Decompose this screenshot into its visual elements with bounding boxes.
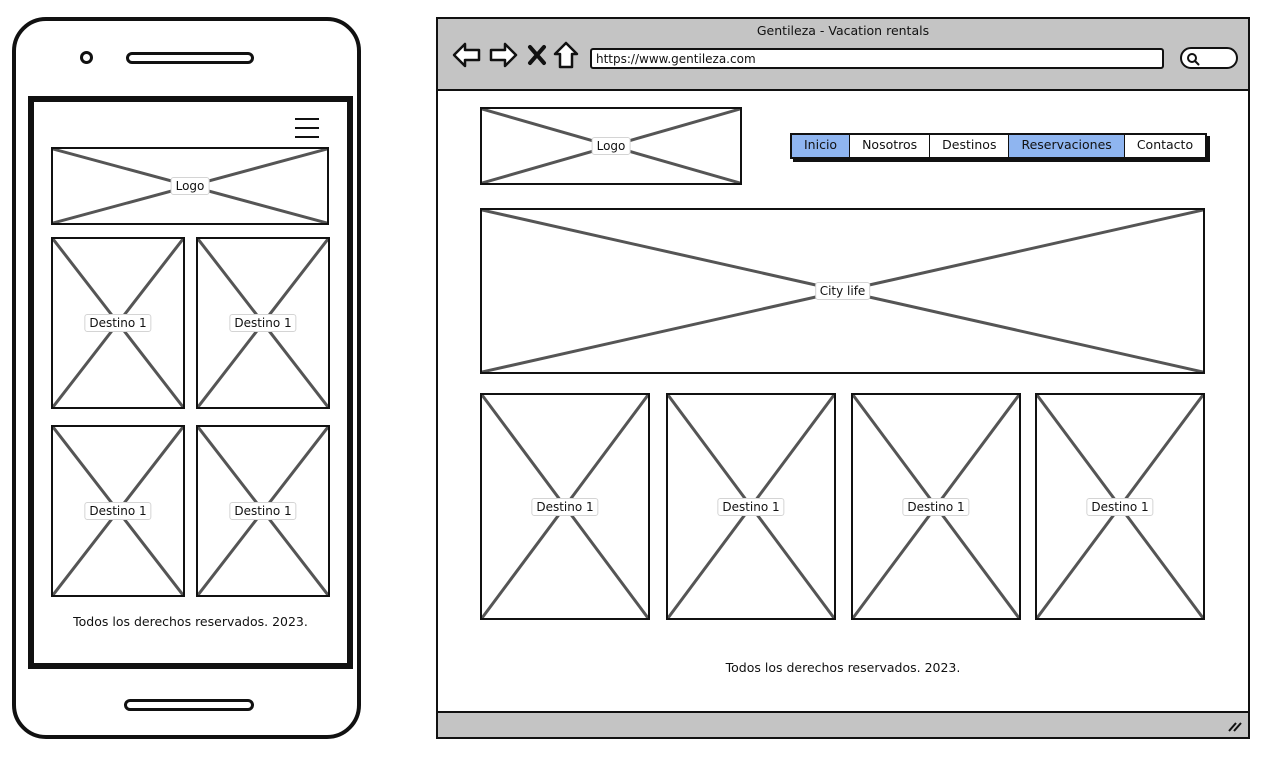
phone-camera bbox=[80, 51, 93, 64]
web-footer: Todos los derechos reservados. 2023. bbox=[725, 660, 961, 675]
url-field[interactable]: https://www.gentileza.com bbox=[590, 48, 1164, 69]
home-icon[interactable] bbox=[552, 40, 580, 70]
web-destination-card[interactable]: Destino 1 bbox=[480, 393, 650, 620]
nav-tab-contacto[interactable]: Contacto bbox=[1124, 135, 1206, 157]
forward-arrow-icon[interactable] bbox=[488, 41, 518, 69]
mobile-logo-label: Logo bbox=[170, 177, 210, 195]
web-destination-label: Destino 1 bbox=[1086, 497, 1154, 516]
mobile-destination-card[interactable]: Destino 1 bbox=[196, 237, 330, 409]
stop-icon[interactable] bbox=[526, 43, 548, 67]
mobile-screen: Logo Destino 1 Destino 1 Destino 1 Desti… bbox=[28, 96, 353, 669]
browser-toolbar: Gentileza - Vacation rentals https://www… bbox=[438, 19, 1248, 91]
mobile-destination-card[interactable]: Destino 1 bbox=[196, 425, 330, 597]
web-logo-label: Logo bbox=[591, 137, 631, 155]
web-destination-card[interactable]: Destino 1 bbox=[666, 393, 836, 620]
browser-title: Gentileza - Vacation rentals bbox=[756, 23, 930, 38]
hero-label: City life bbox=[814, 282, 871, 300]
mobile-destination-card[interactable]: Destino 1 bbox=[51, 237, 185, 409]
resize-grip-icon[interactable] bbox=[1226, 719, 1242, 733]
main-navigation: Inicio Nosotros Destinos Reservaciones C… bbox=[790, 133, 1208, 159]
desktop-wireframe: Gentileza - Vacation rentals https://www… bbox=[436, 17, 1250, 739]
browser-search-button[interactable] bbox=[1180, 47, 1238, 69]
mobile-wireframe: Logo Destino 1 Destino 1 Destino 1 Desti… bbox=[12, 17, 361, 739]
phone-speaker bbox=[126, 52, 254, 64]
mobile-footer: Todos los derechos reservados. 2023. bbox=[73, 614, 308, 629]
web-destination-label: Destino 1 bbox=[902, 497, 970, 516]
web-destination-label: Destino 1 bbox=[717, 497, 785, 516]
nav-tab-nosotros[interactable]: Nosotros bbox=[850, 135, 931, 157]
mobile-destination-label: Destino 1 bbox=[84, 502, 152, 520]
mobile-destination-label: Destino 1 bbox=[229, 314, 297, 332]
phone-home-button[interactable] bbox=[124, 699, 254, 711]
hamburger-menu-icon[interactable] bbox=[295, 118, 319, 138]
web-destination-card[interactable]: Destino 1 bbox=[1035, 393, 1205, 620]
browser-status-bar bbox=[438, 711, 1248, 737]
nav-tab-inicio[interactable]: Inicio bbox=[792, 135, 851, 157]
nav-tab-destinos[interactable]: Destinos bbox=[930, 135, 1010, 157]
mobile-destination-card[interactable]: Destino 1 bbox=[51, 425, 185, 597]
mobile-logo-placeholder: Logo bbox=[51, 147, 329, 225]
search-icon bbox=[1187, 53, 1200, 66]
web-logo-placeholder: Logo bbox=[480, 107, 742, 185]
mobile-destination-label: Destino 1 bbox=[84, 314, 152, 332]
web-destination-card[interactable]: Destino 1 bbox=[851, 393, 1021, 620]
web-destination-label: Destino 1 bbox=[531, 497, 599, 516]
nav-tab-reservaciones[interactable]: Reservaciones bbox=[1009, 135, 1125, 157]
mobile-destination-label: Destino 1 bbox=[229, 502, 297, 520]
hero-image-placeholder: City life bbox=[480, 208, 1205, 374]
back-arrow-icon[interactable] bbox=[452, 41, 482, 69]
